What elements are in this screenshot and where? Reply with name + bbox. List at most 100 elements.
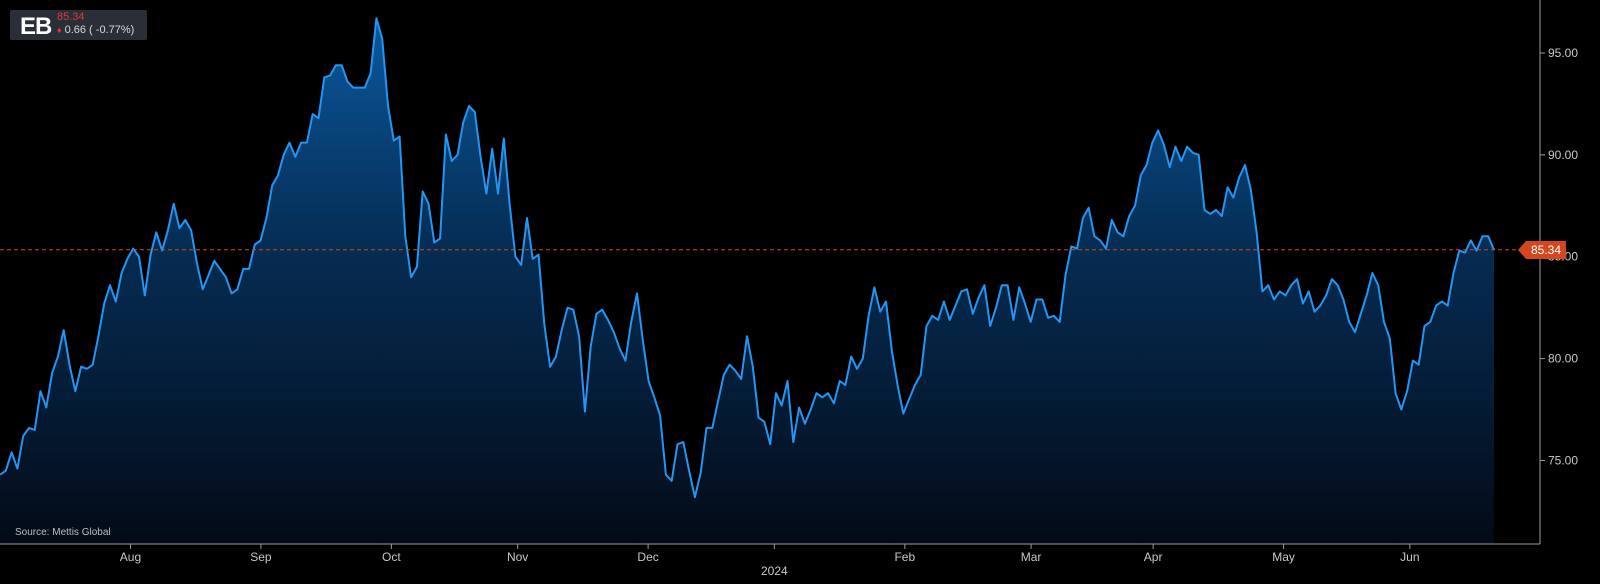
data-point: [259, 239, 262, 242]
data-point: [1354, 331, 1357, 334]
data-point: [1024, 302, 1027, 305]
data-point: [995, 306, 998, 309]
data-point: [207, 274, 210, 277]
data-point: [1064, 274, 1067, 277]
data-point: [109, 284, 112, 287]
data-point: [62, 329, 65, 332]
data-point: [543, 323, 546, 326]
data-point: [942, 300, 945, 303]
data-point: [612, 331, 615, 334]
data-point: [1319, 304, 1322, 307]
data-point: [248, 267, 251, 270]
data-point: [601, 308, 604, 311]
data-point: [213, 259, 216, 262]
data-point: [751, 365, 754, 368]
data-point: [85, 367, 88, 370]
data-point: [1180, 160, 1183, 163]
data-point: [728, 363, 731, 366]
data-point: [549, 365, 552, 368]
data-point: [421, 190, 424, 193]
data-point: [51, 371, 54, 374]
data-point: [676, 443, 679, 446]
x-tick-label: Mar: [1021, 550, 1042, 564]
data-point: [566, 306, 569, 309]
data-point: [1145, 164, 1148, 167]
data-point: [427, 202, 430, 205]
data-point: [1301, 302, 1304, 305]
data-point: [838, 380, 841, 383]
data-point: [1191, 151, 1194, 154]
data-point: [28, 426, 31, 429]
data-point: [236, 288, 239, 291]
data-point: [114, 300, 117, 303]
data-point: [230, 292, 233, 295]
data-point: [265, 217, 268, 220]
data-point: [1232, 196, 1235, 199]
data-point: [913, 384, 916, 387]
data-point: [1435, 304, 1438, 307]
data-point: [844, 384, 847, 387]
data-point: [375, 17, 378, 20]
data-point: [398, 135, 401, 138]
data-point: [1093, 235, 1096, 238]
data-point: [1307, 290, 1310, 293]
data-point: [352, 86, 355, 89]
data-point: [4, 469, 7, 472]
x-tick-label: Sep: [250, 550, 272, 564]
series-line-layer: [0, 17, 1495, 499]
data-point: [201, 288, 204, 291]
data-point: [1041, 298, 1044, 301]
data-point: [363, 86, 366, 89]
data-point: [1255, 231, 1258, 234]
data-point: [641, 339, 644, 342]
data-point: [219, 267, 222, 270]
data-point: [242, 267, 245, 270]
data-point: [682, 441, 685, 444]
data-point: [1012, 318, 1015, 321]
data-point: [514, 255, 517, 258]
data-point: [1035, 298, 1038, 301]
data-point: [1209, 212, 1212, 215]
data-point: [10, 451, 13, 454]
data-point: [311, 113, 314, 116]
data-point: [711, 426, 714, 429]
data-point: [572, 308, 575, 311]
data-point: [381, 37, 384, 40]
data-point: [554, 355, 557, 358]
data-point: [1452, 272, 1455, 275]
data-point: [1162, 143, 1165, 146]
data-point: [120, 272, 123, 275]
data-point: [1487, 235, 1490, 238]
data-point: [1371, 272, 1374, 275]
data-point: [1313, 310, 1316, 313]
data-point: [1099, 239, 1102, 242]
data-point: [45, 406, 48, 409]
data-point: [149, 253, 152, 256]
data-point: [630, 320, 633, 323]
data-point: [300, 141, 303, 144]
x-tick-label: Nov: [507, 550, 528, 564]
ticker-price: 85.34: [57, 11, 85, 23]
data-point: [560, 329, 563, 332]
data-point: [1446, 304, 1449, 307]
data-point: [1081, 217, 1084, 220]
data-point: [960, 290, 963, 293]
data-point: [172, 202, 175, 205]
last-value-tag: 85.34: [1518, 240, 1566, 259]
down-arrow-icon: ♦: [57, 25, 62, 35]
data-point: [323, 76, 326, 79]
data-point: [1365, 294, 1368, 297]
data-point: [1197, 153, 1200, 156]
data-point: [1261, 290, 1264, 293]
data-point: [966, 288, 969, 291]
data-point: [746, 335, 749, 338]
data-point: [873, 286, 876, 289]
data-point: [444, 133, 447, 136]
data-point: [531, 257, 534, 260]
data-point: [1423, 325, 1426, 328]
data-point: [664, 473, 667, 476]
data-point: [815, 392, 818, 395]
data-point: [68, 363, 71, 366]
data-point: [1417, 363, 1420, 366]
